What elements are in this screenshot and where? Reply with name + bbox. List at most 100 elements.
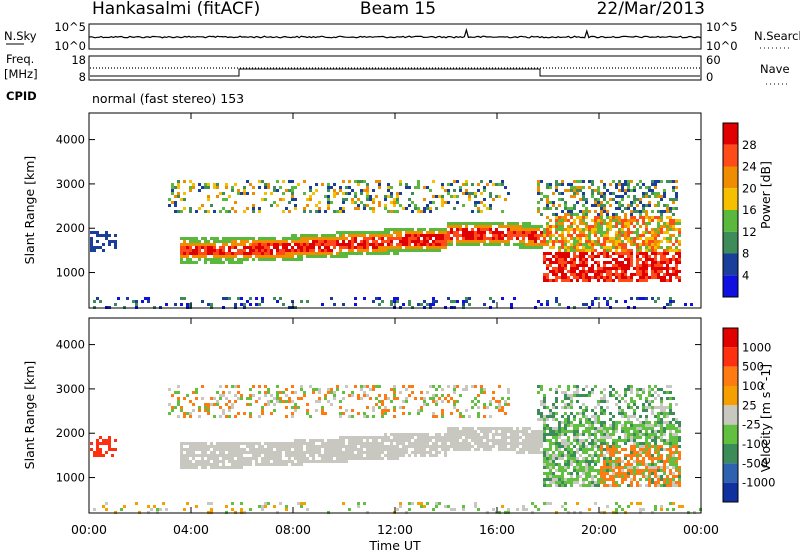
range-cell (447, 189, 450, 192)
range-cell (546, 195, 549, 198)
range-cell (600, 442, 603, 445)
range-cell (576, 249, 579, 252)
range-cell (390, 195, 393, 198)
range-cell (609, 198, 612, 201)
range-cell (582, 213, 585, 216)
range-cell (183, 457, 186, 460)
range-cell (372, 454, 375, 457)
range-cell (270, 204, 273, 207)
range-cell (615, 276, 618, 279)
range-cell (564, 448, 567, 451)
range-cell (663, 469, 666, 472)
range-cell (636, 466, 639, 469)
range-cell (609, 255, 612, 258)
range-cell (273, 451, 276, 454)
range-cell (540, 303, 543, 306)
range-cell (330, 237, 333, 240)
range-cell (420, 451, 423, 454)
range-cell (576, 466, 579, 469)
range-cell (582, 231, 585, 234)
range-cell (543, 448, 546, 451)
range-cell (522, 240, 525, 243)
range-cell (288, 457, 291, 460)
range-cell (570, 403, 573, 406)
range-cell (543, 463, 546, 466)
range-cell (387, 243, 390, 246)
range-cell (180, 451, 183, 454)
range-cell (468, 448, 471, 451)
range-cell (624, 442, 627, 445)
range-cell (672, 451, 675, 454)
range-cell (639, 433, 642, 436)
range-cell (414, 246, 417, 249)
range-cell (558, 448, 561, 451)
range-cell (426, 502, 429, 505)
range-cell (402, 412, 405, 415)
range-cell (285, 460, 288, 463)
range-cell (477, 207, 480, 210)
range-cell (312, 457, 315, 460)
range-cell (612, 252, 615, 255)
range-cell (639, 436, 642, 439)
range-cell (603, 454, 606, 457)
range-cell (396, 201, 399, 204)
range-cell (258, 303, 261, 306)
range-cell (549, 279, 552, 282)
range-cell (369, 237, 372, 240)
range-cell (423, 234, 426, 237)
range-cell (420, 439, 423, 442)
range-cell (435, 234, 438, 237)
range-cell (348, 243, 351, 246)
range-cell (360, 240, 363, 243)
range-cell (201, 466, 204, 469)
range-cell (312, 255, 315, 258)
range-cell (534, 448, 537, 451)
range-cell (393, 409, 396, 412)
range-cell (207, 186, 210, 189)
range-cell (498, 427, 501, 430)
range-cell (342, 436, 345, 439)
range-cell (366, 451, 369, 454)
range-cell (453, 427, 456, 430)
range-cell (330, 252, 333, 255)
nsky-label: N.Sky (4, 29, 37, 43)
range-cell (570, 457, 573, 460)
range-cell (351, 442, 354, 445)
range-cell (366, 439, 369, 442)
range-cell (597, 243, 600, 246)
range-cell (228, 445, 231, 448)
range-cell (525, 442, 528, 445)
range-cell (318, 388, 321, 391)
range-cell (435, 300, 438, 303)
range-cell (387, 234, 390, 237)
range-cell (267, 243, 270, 246)
range-cell (414, 448, 417, 451)
range-cell (669, 433, 672, 436)
range-cell (399, 204, 402, 207)
range-cell (654, 421, 657, 424)
range-cell (615, 502, 618, 505)
range-cell (285, 237, 288, 240)
range-cell (645, 484, 648, 487)
range-cell (648, 243, 651, 246)
range-cell (393, 246, 396, 249)
range-cell (528, 445, 531, 448)
range-cell (570, 249, 573, 252)
range-cell (588, 427, 591, 430)
range-cell (441, 237, 444, 240)
range-cell (228, 210, 231, 213)
range-cell (369, 451, 372, 454)
range-cell (654, 448, 657, 451)
range-cell (531, 502, 534, 505)
range-cell (594, 234, 597, 237)
range-cell (375, 445, 378, 448)
range-cell (657, 276, 660, 279)
range-cell (447, 243, 450, 246)
range-cell (666, 258, 669, 261)
range-cell (180, 303, 183, 306)
range-cell (384, 252, 387, 255)
range-cell (636, 183, 639, 186)
range-cell (354, 448, 357, 451)
range-cell (663, 249, 666, 252)
range-cell (564, 508, 567, 511)
